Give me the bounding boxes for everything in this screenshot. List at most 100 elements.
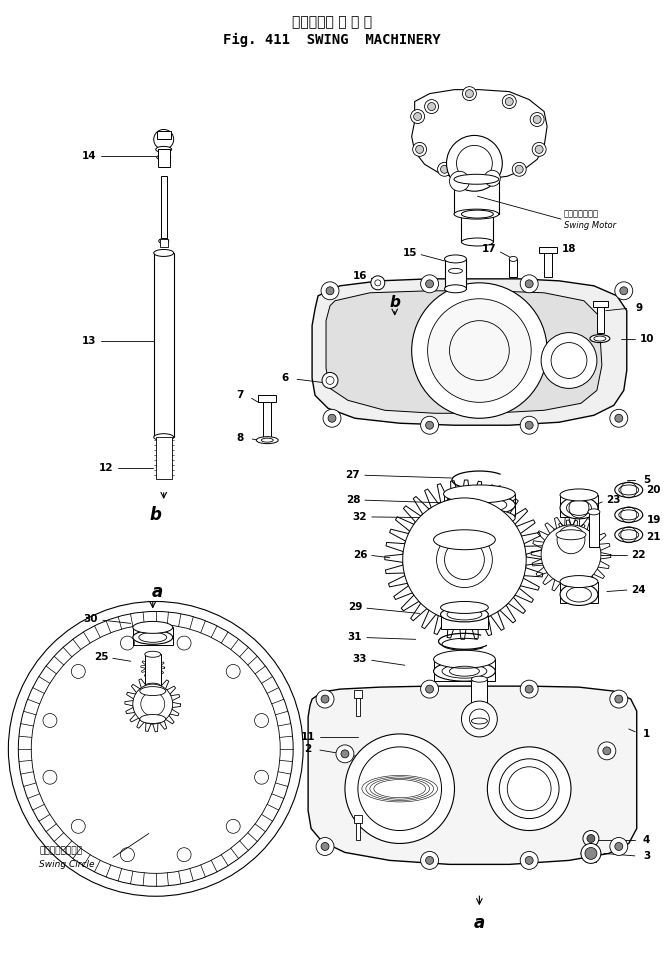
Text: 17: 17 — [482, 244, 497, 254]
Text: スイングサークル: スイングサークル — [39, 846, 82, 854]
Circle shape — [615, 695, 623, 703]
Text: 13: 13 — [82, 336, 96, 345]
Text: 7: 7 — [237, 390, 244, 400]
Bar — [544, 249, 552, 277]
Text: 6: 6 — [281, 373, 289, 384]
Circle shape — [541, 333, 597, 388]
Circle shape — [403, 498, 526, 621]
Circle shape — [598, 742, 616, 760]
Circle shape — [336, 745, 354, 762]
Bar — [356, 698, 360, 716]
Bar — [157, 131, 171, 139]
Circle shape — [141, 692, 165, 716]
Ellipse shape — [615, 482, 642, 498]
Circle shape — [520, 275, 538, 292]
Circle shape — [610, 837, 628, 855]
Circle shape — [323, 409, 341, 427]
Text: Swing Circle: Swing Circle — [39, 860, 94, 869]
Text: 24: 24 — [631, 585, 646, 595]
Ellipse shape — [615, 527, 642, 542]
Bar — [444, 494, 515, 516]
Circle shape — [462, 701, 497, 737]
Polygon shape — [312, 279, 627, 425]
Circle shape — [615, 282, 632, 300]
Text: 19: 19 — [646, 515, 661, 525]
Text: 3: 3 — [643, 852, 650, 861]
Text: 27: 27 — [346, 470, 360, 480]
Text: 14: 14 — [82, 152, 96, 161]
Ellipse shape — [462, 238, 493, 246]
Text: 28: 28 — [346, 495, 360, 505]
Circle shape — [465, 89, 473, 98]
Circle shape — [413, 143, 427, 156]
Circle shape — [487, 747, 571, 830]
Ellipse shape — [434, 650, 495, 668]
Bar — [462, 214, 493, 242]
Text: 16: 16 — [352, 270, 367, 281]
Ellipse shape — [444, 509, 515, 526]
Ellipse shape — [560, 497, 598, 519]
Circle shape — [371, 276, 385, 290]
Bar — [444, 259, 466, 289]
Circle shape — [411, 109, 425, 124]
Text: b: b — [389, 295, 400, 311]
Text: 21: 21 — [646, 531, 661, 542]
Bar — [440, 607, 488, 629]
Ellipse shape — [145, 651, 161, 657]
Circle shape — [512, 162, 526, 176]
Text: 30: 30 — [84, 615, 98, 624]
Ellipse shape — [444, 285, 466, 292]
Circle shape — [428, 299, 531, 403]
Bar — [356, 823, 360, 840]
Text: 8: 8 — [237, 433, 244, 443]
Circle shape — [316, 690, 334, 708]
Ellipse shape — [440, 607, 488, 621]
Text: Swing Motor: Swing Motor — [564, 221, 616, 229]
Circle shape — [532, 143, 546, 156]
Circle shape — [520, 416, 538, 434]
Circle shape — [505, 98, 513, 105]
Text: 11: 11 — [301, 732, 315, 742]
Ellipse shape — [590, 335, 610, 342]
Ellipse shape — [444, 494, 515, 516]
Bar — [145, 654, 161, 686]
Circle shape — [414, 112, 422, 121]
Circle shape — [472, 170, 486, 183]
Text: 25: 25 — [94, 652, 108, 663]
Bar — [354, 814, 362, 823]
Bar — [354, 690, 362, 698]
Text: b: b — [150, 505, 162, 524]
Bar — [263, 403, 271, 440]
Circle shape — [587, 834, 595, 842]
Circle shape — [421, 852, 438, 870]
Circle shape — [154, 129, 174, 150]
Bar — [597, 303, 604, 333]
Circle shape — [326, 287, 334, 294]
Circle shape — [421, 680, 438, 698]
Ellipse shape — [133, 630, 173, 644]
Ellipse shape — [434, 529, 495, 550]
Circle shape — [426, 280, 434, 288]
Ellipse shape — [509, 256, 517, 262]
Text: スイングマ シ ナ リ: スイングマ シ ナ リ — [292, 15, 372, 29]
Circle shape — [438, 162, 452, 176]
Circle shape — [533, 115, 541, 124]
Ellipse shape — [588, 509, 600, 515]
Text: 4: 4 — [643, 835, 650, 846]
Bar — [560, 581, 598, 603]
Polygon shape — [326, 291, 602, 413]
Text: 33: 33 — [352, 654, 367, 665]
Circle shape — [345, 734, 454, 844]
Circle shape — [581, 844, 601, 863]
Circle shape — [436, 532, 492, 588]
Ellipse shape — [462, 210, 493, 218]
Polygon shape — [308, 686, 636, 864]
Bar — [471, 679, 487, 721]
Circle shape — [321, 695, 329, 703]
Ellipse shape — [154, 433, 174, 441]
Bar — [560, 495, 598, 517]
Ellipse shape — [140, 687, 166, 695]
Circle shape — [321, 282, 339, 300]
Circle shape — [412, 283, 547, 418]
Circle shape — [421, 416, 438, 434]
